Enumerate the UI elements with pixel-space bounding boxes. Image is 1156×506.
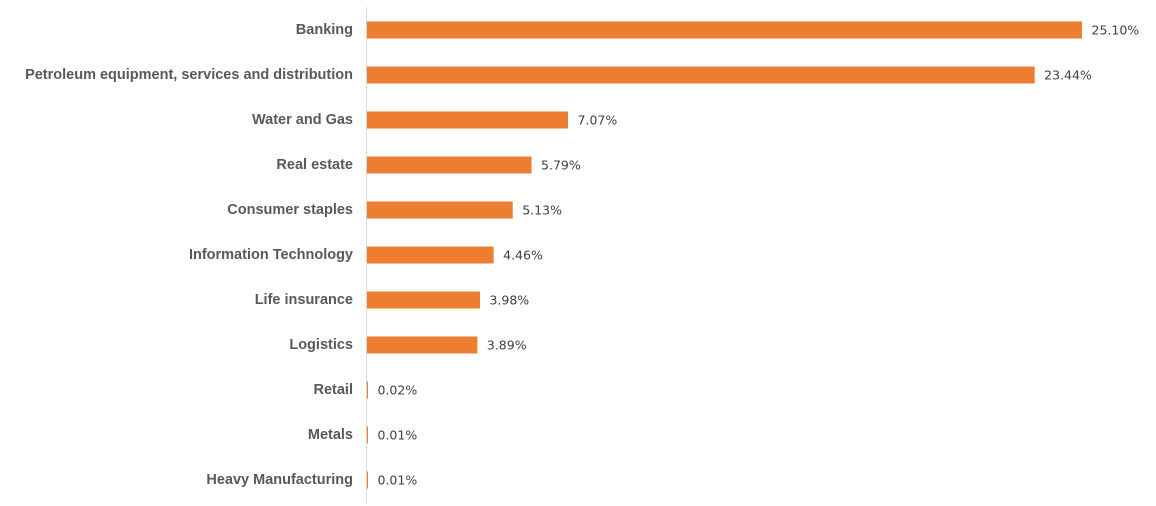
bar (366, 111, 569, 129)
category-labels-group: Banking Petroleum equipment, services and… (25, 22, 353, 488)
bar (366, 426, 368, 444)
value-label: 5.79% (541, 158, 581, 173)
bar (366, 66, 1035, 84)
bar (366, 291, 480, 309)
category-label: Life insurance (255, 292, 353, 308)
category-label: Banking (296, 22, 353, 38)
bar (366, 21, 1082, 39)
bar (366, 471, 368, 489)
category-label: Information Technology (189, 247, 353, 263)
bar (366, 246, 494, 264)
value-label: 0.01% (378, 428, 418, 443)
category-label: Consumer staples (227, 202, 353, 218)
category-label: Retail (314, 382, 354, 398)
category-label: Water and Gas (252, 112, 353, 128)
value-label: 5.13% (522, 203, 562, 218)
value-label: 3.89% (487, 338, 527, 353)
value-label: 4.46% (503, 248, 543, 263)
value-label: 23.44% (1044, 68, 1092, 83)
value-label: 3.98% (489, 293, 529, 308)
category-label: Heavy Manufacturing (206, 472, 353, 488)
value-label: 0.02% (378, 383, 418, 398)
value-label: 25.10% (1092, 23, 1140, 38)
bar (366, 381, 368, 399)
category-label: Petroleum equipment, services and distri… (25, 67, 353, 83)
category-label: Metals (308, 427, 353, 443)
bar (366, 201, 513, 219)
value-labels-group: 25.10% 23.44% 7.07% 5.79% 5.13% 4.46% 3.98% 3.8… (378, 23, 1140, 488)
bar (366, 336, 478, 354)
bars-group (366, 21, 1082, 489)
bar (366, 156, 532, 174)
category-label: Logistics (289, 337, 353, 353)
value-label: 7.07% (578, 113, 618, 128)
category-label: Real estate (276, 157, 353, 173)
value-label: 0.01% (378, 473, 418, 488)
